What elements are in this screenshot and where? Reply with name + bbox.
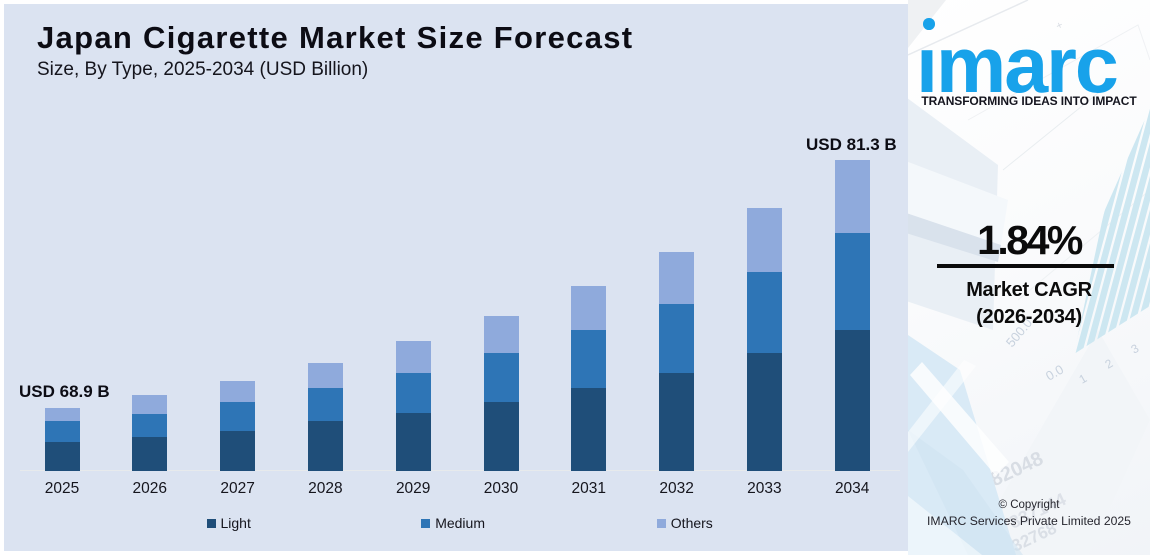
svg-text:0.0: 0.0 bbox=[1043, 362, 1066, 384]
svg-text:+: + bbox=[1054, 19, 1065, 33]
